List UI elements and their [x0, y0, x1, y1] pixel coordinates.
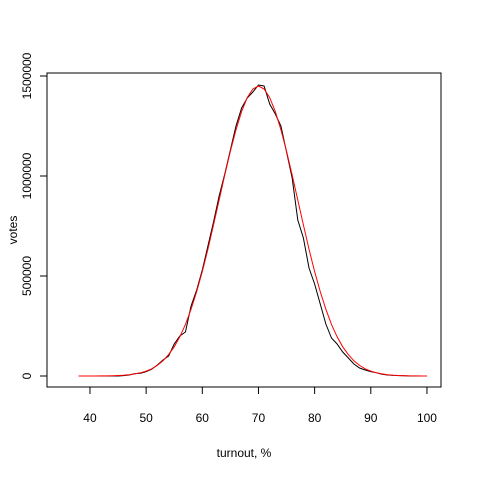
y-tick-label: 500000	[20, 256, 34, 296]
y-axis-label: votes	[6, 216, 20, 245]
x-tick-label: 60	[196, 411, 210, 425]
data-line	[78, 85, 427, 377]
y-tick-label: 0	[20, 372, 34, 379]
x-tick-label: 50	[139, 411, 153, 425]
x-tick-label: 80	[308, 411, 322, 425]
x-axis-label: turnout, %	[217, 446, 272, 460]
x-tick-label: 40	[83, 411, 97, 425]
x-tick-label: 90	[364, 411, 378, 425]
x-tick-label: 100	[417, 411, 437, 425]
x-tick-label: 70	[252, 411, 266, 425]
y-tick-label: 1000000	[20, 152, 34, 199]
y-tick-label: 1500000	[20, 52, 34, 99]
